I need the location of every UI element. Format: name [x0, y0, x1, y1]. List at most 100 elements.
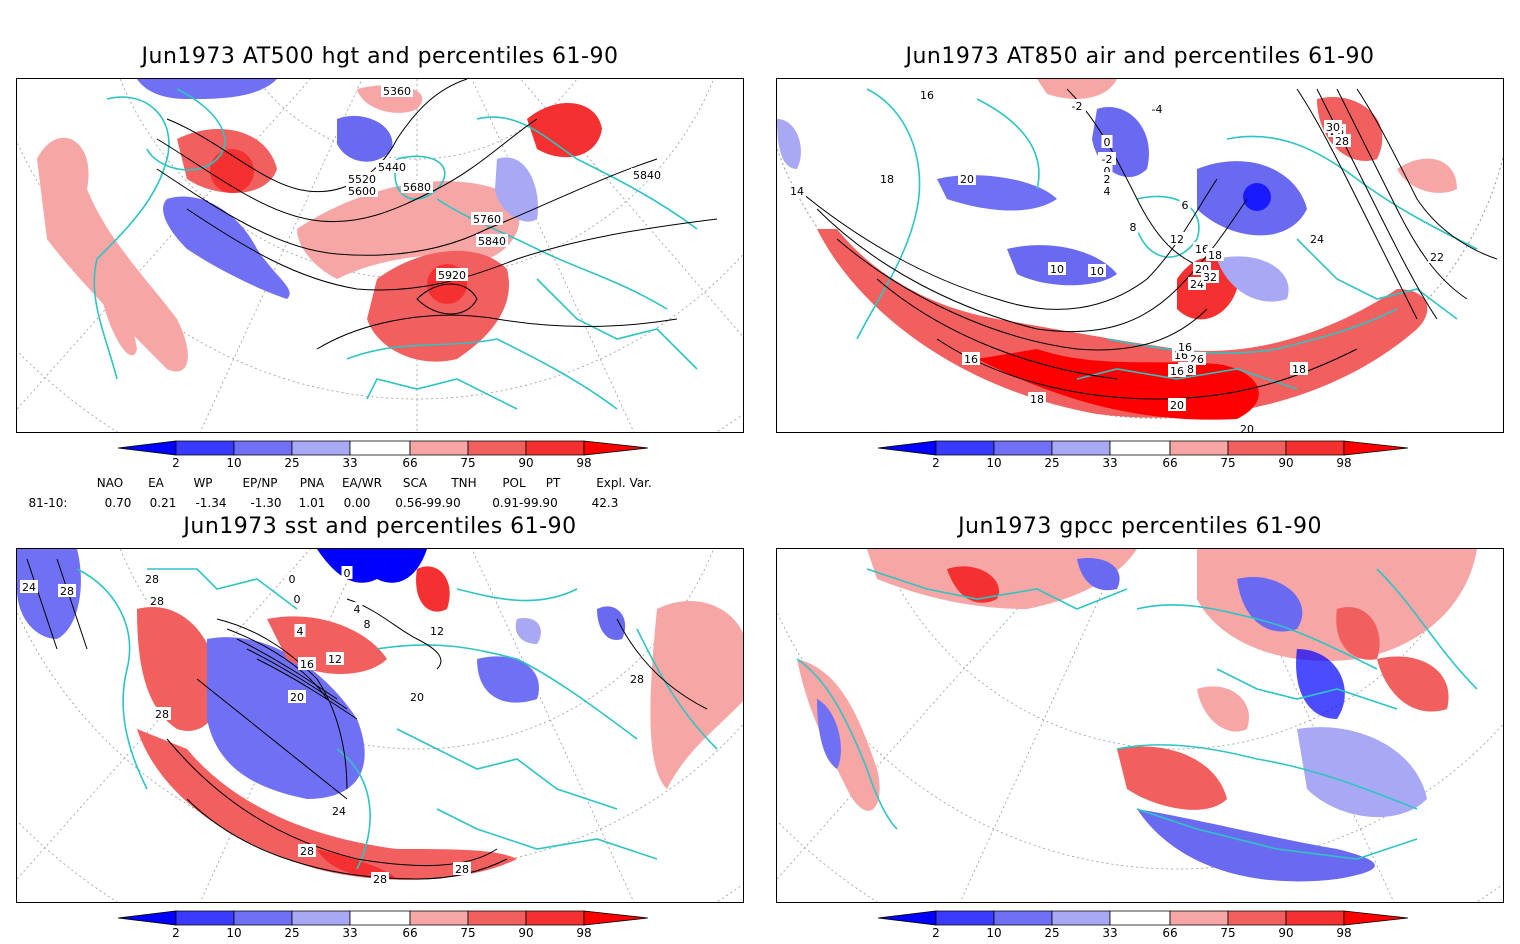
- map-panel-air850: 161820-2-40-2024681010121416182024262830…: [776, 78, 1504, 433]
- colorbar-tick-label: 33: [342, 456, 358, 470]
- colorbar-segment: [1343, 440, 1408, 456]
- colorbar-tick-label: 98: [1336, 456, 1352, 470]
- index-header: TNH: [451, 476, 477, 490]
- index-value: 0.70: [104, 496, 132, 510]
- svg-text:20: 20: [1170, 399, 1184, 412]
- map-gpcc: [777, 549, 1503, 902]
- contour-label: 20: [958, 172, 976, 186]
- index-header: WP: [193, 476, 213, 490]
- anomaly-cold-baltic: [515, 618, 541, 644]
- precip-patch-10: [1117, 746, 1227, 810]
- svg-text:28: 28: [1335, 135, 1349, 148]
- colorbar-segment: [233, 910, 293, 926]
- anomaly-cold-5: [777, 119, 801, 169]
- colorbar-tick-label: 66: [1162, 456, 1178, 470]
- contour-label: 8: [361, 617, 373, 631]
- svg-text:20: 20: [410, 691, 424, 704]
- contour-label: 5760: [471, 212, 503, 226]
- svg-text:4: 4: [354, 603, 361, 616]
- contour-label: 28: [143, 572, 161, 586]
- anomaly-warm-band: [817, 229, 1428, 418]
- contour-label: 24: [1308, 232, 1326, 246]
- map-panel-gpcc: [776, 548, 1504, 903]
- contour-label: 28: [453, 862, 471, 876]
- svg-text:-2: -2: [1072, 100, 1083, 113]
- svg-text:18: 18: [1030, 393, 1044, 406]
- contour-label: 28: [148, 594, 166, 608]
- contour-label: 0: [341, 566, 353, 580]
- colorbar-tick-label: 75: [460, 456, 476, 470]
- contour-label: 0: [291, 592, 303, 606]
- svg-text:16: 16: [1170, 365, 1184, 378]
- anomaly-cold-3: [337, 115, 393, 162]
- colorbar-tick-label: 10: [226, 926, 242, 940]
- contour-label: 8: [1127, 220, 1139, 234]
- precip-patch-12: [1297, 727, 1427, 818]
- index-value: 0.56-99.90: [395, 496, 461, 510]
- svg-text:12: 12: [1170, 233, 1184, 246]
- svg-text:5840: 5840: [478, 235, 506, 248]
- svg-text:12: 12: [430, 625, 444, 638]
- anomaly-cold-med: [477, 656, 539, 703]
- svg-text:5680: 5680: [403, 181, 431, 194]
- contour-label: 5840: [631, 168, 663, 182]
- anomaly-warm-5: [527, 102, 602, 158]
- index-value: 42.3: [591, 496, 619, 510]
- contour-label: 18: [878, 172, 896, 186]
- index-row-label: 81-10:: [28, 496, 68, 510]
- colorbar-tick-label: 90: [518, 456, 534, 470]
- contour-label: 20: [1238, 422, 1256, 432]
- contour-label: 0: [1101, 135, 1113, 149]
- colorbar-segment: [1109, 440, 1171, 456]
- contour-label: 32: [1201, 270, 1219, 284]
- colorbar-segment: [409, 910, 469, 926]
- svg-text:24: 24: [1190, 278, 1204, 291]
- colorbar-tick-label: 2: [172, 926, 180, 940]
- contour-label: 4: [294, 624, 306, 638]
- precip-patch-13: [1377, 656, 1449, 712]
- colorbar-segment: [1227, 440, 1287, 456]
- svg-text:20: 20: [960, 173, 974, 186]
- svg-text:28: 28: [455, 863, 469, 876]
- contour-label: 16: [1176, 340, 1194, 354]
- colorbar-tick-label: 75: [1220, 456, 1236, 470]
- colorbar-tick-label: 25: [284, 926, 300, 940]
- index-header: EP/NP: [242, 476, 278, 490]
- contour-label: 28: [1333, 134, 1351, 148]
- index-value: 0.91-99.90: [492, 496, 558, 510]
- contour-label: 30: [1324, 120, 1342, 134]
- anomaly-warm-arctic: [416, 566, 450, 612]
- contour-label: 5840: [476, 234, 508, 248]
- svg-text:6: 6: [1182, 199, 1189, 212]
- colorbar-tick-label: 25: [1044, 926, 1060, 940]
- anomaly-warm-core: [317, 849, 397, 879]
- index-value: 1.01: [298, 496, 326, 510]
- colorbar-segment: [175, 910, 235, 926]
- contour-label: -2: [1098, 152, 1116, 166]
- colorbar-segment: [583, 440, 648, 456]
- colorbar-segment: [993, 910, 1053, 926]
- contour-label: 6: [1179, 198, 1191, 212]
- contour-label: 28: [58, 584, 76, 598]
- index-header: EA: [148, 476, 164, 490]
- svg-text:28: 28: [145, 573, 159, 586]
- colorbar-segment: [1109, 910, 1171, 926]
- colorbar-tick-label: 33: [1102, 926, 1118, 940]
- svg-text:10: 10: [1090, 265, 1104, 278]
- anomaly-warm-7: [97, 219, 137, 356]
- anomaly-warm-east: [650, 600, 743, 789]
- svg-text:5760: 5760: [473, 213, 501, 226]
- map-air850: 161820-2-40-2024681010121416182024262830…: [777, 79, 1503, 432]
- index-value-row: 81-10: 0.70 0.21 -1.34 -1.30 1.01 0.00 0…: [0, 496, 760, 512]
- contour-label: 24: [330, 804, 348, 818]
- svg-text:18: 18: [1292, 363, 1306, 376]
- contour-label: 5360: [381, 84, 413, 98]
- svg-text:16: 16: [1178, 341, 1192, 354]
- contour-label: 28: [153, 707, 171, 721]
- colorbar-segment: [878, 910, 937, 926]
- svg-text:4: 4: [1104, 185, 1111, 198]
- contour-label: 4: [351, 602, 363, 616]
- svg-text:28: 28: [60, 585, 74, 598]
